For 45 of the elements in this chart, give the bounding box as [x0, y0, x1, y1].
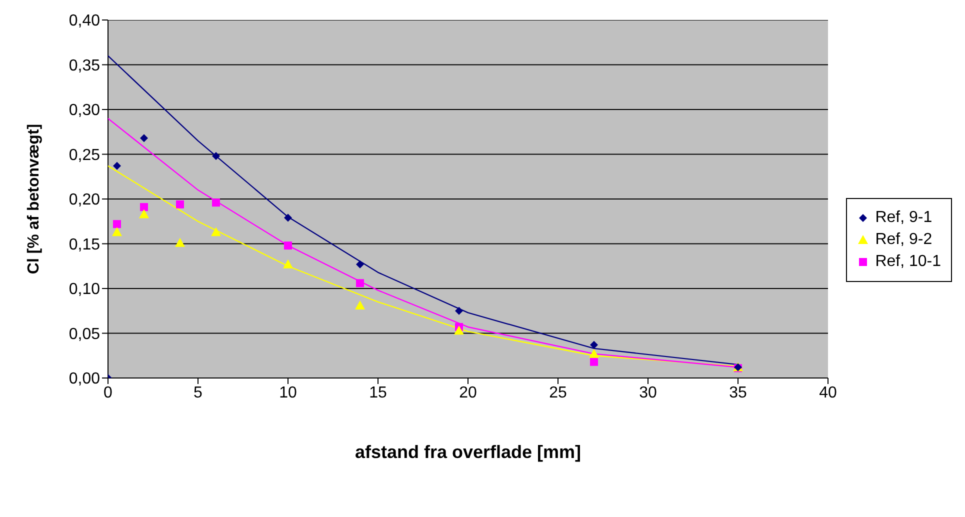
point [140, 134, 148, 142]
point [355, 300, 365, 310]
point [590, 340, 598, 349]
x-axis-title: afstand fra overflade [mm] [354, 442, 582, 462]
point [590, 358, 598, 366]
point [212, 198, 220, 207]
point [284, 242, 292, 250]
point [356, 260, 364, 268]
x-tick-label: 25 [549, 384, 567, 402]
x-tick-label: 15 [369, 384, 387, 402]
point [113, 220, 121, 228]
y-tick-label: 0,20 [68, 192, 100, 209]
y-tick-label: 0,40 [68, 12, 100, 30]
point [356, 279, 364, 288]
x-tick-label: 10 [279, 384, 297, 402]
point [140, 203, 148, 212]
point [112, 227, 122, 236]
x-tick-label: 35 [729, 384, 747, 402]
y-tick-label: 0,35 [68, 57, 100, 74]
y-tick-label: 0,00 [68, 370, 100, 388]
x-tick-label: 0 [104, 384, 113, 402]
y-tick-label: 0,15 [68, 236, 100, 254]
point [175, 238, 185, 247]
point [211, 227, 221, 236]
y-tick-label: 0,05 [68, 326, 100, 343]
point [283, 259, 293, 268]
y-axis-title: Cl [% af betonvægt] [26, 124, 43, 274]
legend-label: Ref, 9-2 [875, 231, 932, 249]
point [284, 214, 292, 222]
y-tick-label: 0,30 [68, 102, 100, 120]
x-tick-label: 40 [819, 384, 837, 402]
legend-label: Ref, 9-1 [875, 209, 932, 227]
point [139, 209, 149, 218]
y-tick-label: 0,10 [68, 281, 100, 298]
point [113, 162, 121, 170]
x-tick-label: 5 [194, 384, 203, 402]
x-tick-label: 30 [639, 384, 657, 402]
legend-label: Ref, 10-1 [875, 253, 941, 271]
point [212, 152, 220, 160]
point [589, 348, 599, 358]
point [176, 200, 184, 208]
point [454, 326, 464, 335]
x-tick-label: 20 [459, 384, 477, 402]
y-tick-label: 0,25 [68, 146, 100, 164]
point [455, 306, 463, 315]
